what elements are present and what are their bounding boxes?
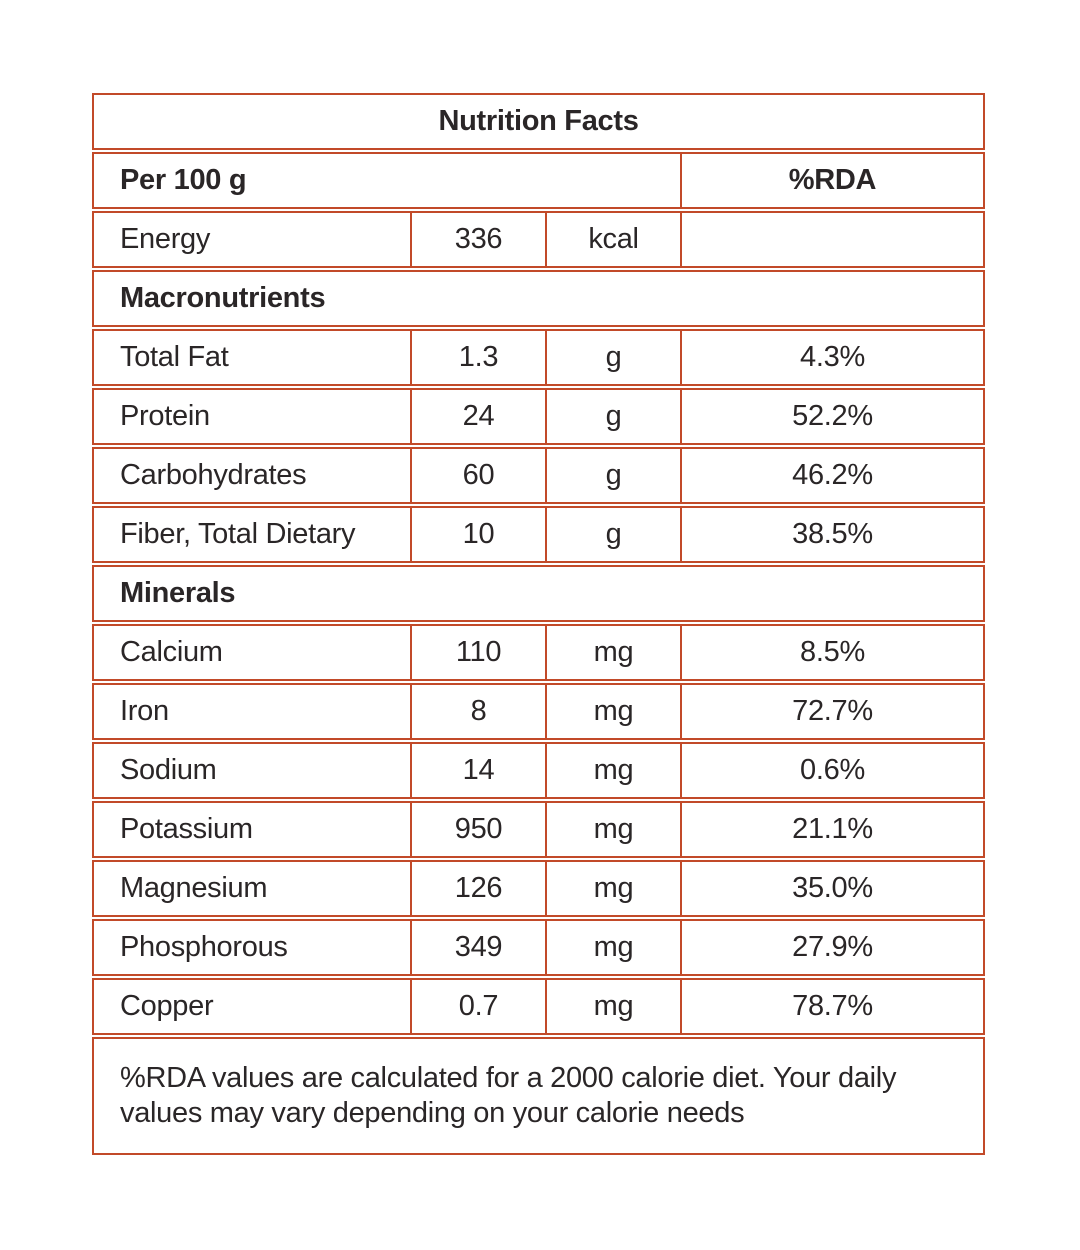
nutrient-unit: g (545, 331, 680, 384)
serving-size-header: Per 100 g (120, 164, 247, 196)
nutrient-value: 24 (410, 390, 545, 443)
nutrient-value: 0.7 (410, 980, 545, 1033)
rda-footnote: %RDA values are calculated for a 2000 ca… (120, 1062, 897, 1129)
nutrient-rda: 52.2% (680, 390, 983, 443)
nutrient-value: 10 (410, 508, 545, 561)
rda-header: %RDA (680, 154, 983, 207)
nutrient-value: 950 (410, 803, 545, 856)
nutrient-rda: 21.1% (680, 803, 983, 856)
nutrient-unit: mg (545, 980, 680, 1033)
table-row: Fiber, Total Dietary 10 g 38.5% (92, 506, 985, 563)
title-row: Nutrition Facts (92, 93, 985, 150)
nutrient-value: 1.3 (410, 331, 545, 384)
table-row: Copper 0.7 mg 78.7% (92, 978, 985, 1035)
energy-row: Energy 336 kcal (92, 211, 985, 268)
nutrient-unit: kcal (545, 213, 680, 266)
section-heading: Minerals (120, 577, 236, 609)
nutrient-label: Iron (120, 695, 169, 727)
nutrient-label: Calcium (120, 636, 223, 668)
nutrient-unit: mg (545, 921, 680, 974)
nutrient-label: Magnesium (120, 872, 268, 904)
nutrient-rda: 0.6% (680, 744, 983, 797)
nutrient-value: 14 (410, 744, 545, 797)
section-heading-row: Macronutrients (92, 270, 985, 327)
section-heading: Macronutrients (120, 282, 326, 314)
nutrient-value: 110 (410, 626, 545, 679)
nutrient-value: 126 (410, 862, 545, 915)
nutrient-label: Total Fat (120, 341, 229, 373)
nutrient-unit: g (545, 390, 680, 443)
nutrient-label: Copper (120, 990, 214, 1022)
nutrient-unit: mg (545, 685, 680, 738)
nutrient-label: Sodium (120, 754, 217, 786)
table-row: Total Fat 1.3 g 4.3% (92, 329, 985, 386)
table-row: Iron 8 mg 72.7% (92, 683, 985, 740)
table-row: Carbohydrates 60 g 46.2% (92, 447, 985, 504)
nutrient-value: 349 (410, 921, 545, 974)
nutrient-label: Potassium (120, 813, 253, 845)
table-row: Sodium 14 mg 0.6% (92, 742, 985, 799)
nutrient-rda: 78.7% (680, 980, 983, 1033)
nutrient-value: 8 (410, 685, 545, 738)
section-heading-row: Minerals (92, 565, 985, 622)
nutrient-label: Protein (120, 400, 210, 432)
nutrient-rda (680, 213, 983, 266)
nutrient-rda: 4.3% (680, 331, 983, 384)
table-row: Calcium 110 mg 8.5% (92, 624, 985, 681)
nutrient-unit: g (545, 508, 680, 561)
table-row: Protein 24 g 52.2% (92, 388, 985, 445)
nutrient-rda: 46.2% (680, 449, 983, 502)
nutrient-unit: mg (545, 862, 680, 915)
nutrient-rda: 8.5% (680, 626, 983, 679)
nutrient-rda: 72.7% (680, 685, 983, 738)
table-title: Nutrition Facts (438, 105, 639, 137)
nutrient-value: 60 (410, 449, 545, 502)
nutrition-facts-table: Nutrition Facts Per 100 g %RDA Energy 33… (92, 93, 985, 1155)
nutrient-unit: mg (545, 744, 680, 797)
nutrient-rda: 38.5% (680, 508, 983, 561)
nutrient-unit: mg (545, 803, 680, 856)
nutrient-label: Carbohydrates (120, 459, 307, 491)
nutrient-rda: 27.9% (680, 921, 983, 974)
table-row: Phosphorous 349 mg 27.9% (92, 919, 985, 976)
nutrient-label: Phosphorous (120, 931, 288, 963)
nutrient-rda: 35.0% (680, 862, 983, 915)
header-row: Per 100 g %RDA (92, 152, 985, 209)
footnote-row: %RDA values are calculated for a 2000 ca… (92, 1037, 985, 1155)
nutrient-label: Energy (120, 223, 211, 255)
nutrient-unit: mg (545, 626, 680, 679)
nutrient-unit: g (545, 449, 680, 502)
table-row: Magnesium 126 mg 35.0% (92, 860, 985, 917)
nutrient-label: Fiber, Total Dietary (120, 518, 356, 550)
table-row: Potassium 950 mg 21.1% (92, 801, 985, 858)
nutrient-value: 336 (410, 213, 545, 266)
